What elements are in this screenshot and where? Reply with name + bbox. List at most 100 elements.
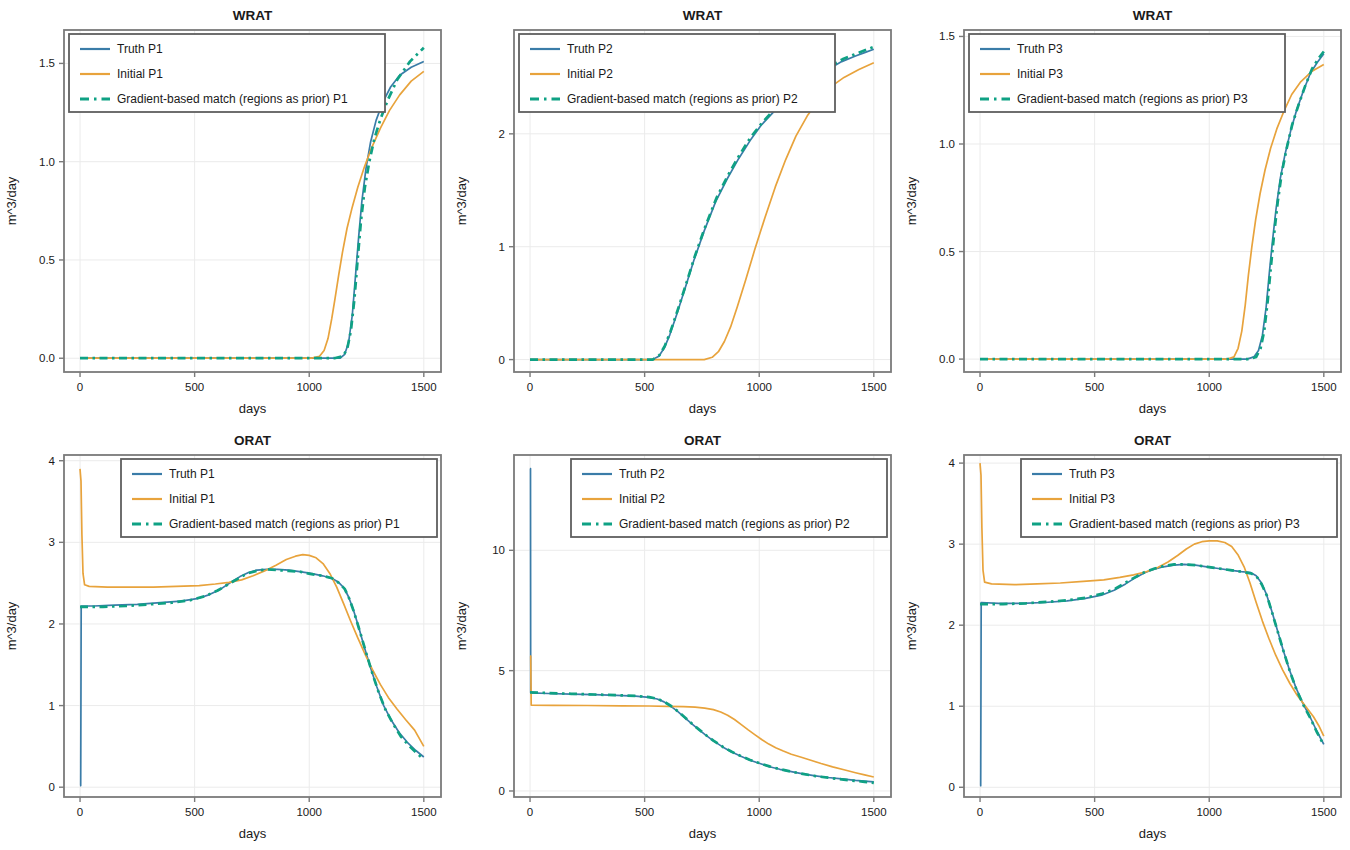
x-tick-label: 1500	[861, 806, 887, 818]
x-tick-label: 1500	[411, 806, 437, 818]
x-tick-label: 1000	[1196, 381, 1222, 393]
legend-label: Gradient-based match (regions as prior) …	[117, 92, 348, 106]
y-tick-label: 0.0	[39, 352, 55, 364]
figure-grid: 0500100015000.00.51.01.5WRATdaysm^3/dayT…	[0, 0, 1350, 850]
x-tick-label: 1000	[296, 806, 322, 818]
x-tick-label: 500	[635, 381, 654, 393]
orat-p2-plot: 0 500 1000 1500 0 5 10 ORAT days m^3/day Truth P2 I…	[450, 425, 900, 850]
x-tick-label: 1500	[861, 381, 887, 393]
series-line-truth	[980, 564, 1324, 785]
legend-label: Truth P1	[169, 467, 215, 481]
y-tick-label: 10	[492, 544, 505, 556]
y-tick-label: 1	[499, 241, 505, 253]
legend-label: Truth P3	[1017, 42, 1063, 56]
x-tick-label: 0	[527, 806, 533, 818]
x-tick-label: 1000	[1196, 806, 1222, 818]
x-tick-label: 1000	[746, 806, 772, 818]
y-tick-label: 2	[49, 618, 55, 630]
x-tick-label: 1500	[411, 381, 437, 393]
chart-title: WRAT	[233, 8, 273, 23]
series-line-match	[980, 564, 1324, 745]
legend-label: Initial P3	[1017, 67, 1063, 81]
ticks	[509, 134, 874, 377]
x-tick-label: 0	[977, 806, 983, 818]
x-tick-label: 1000	[746, 381, 772, 393]
legend-label: Gradient-based match (regions as prior) …	[567, 92, 798, 106]
x-tick-label: 500	[635, 806, 654, 818]
legend: Truth P1 Initial P1 Gradient-based match (…	[121, 459, 437, 537]
legend: Truth P3 Initial P3 Gradient-based match (…	[969, 34, 1285, 112]
x-tick-label: 500	[185, 381, 204, 393]
legend-label: Truth P3	[1069, 467, 1115, 481]
chart-wrat-p3: 0500100015000.00.51.01.5WRATdaysm^3/dayT…	[900, 0, 1350, 425]
y-tick-label: 1.5	[39, 57, 55, 69]
x-tick-label: 500	[185, 806, 204, 818]
chart-orat-p3: 05001000150001234ORATdaysm^3/dayTruth P3…	[900, 425, 1350, 850]
legend-label: Initial P2	[619, 492, 665, 506]
legend-label: Initial P2	[567, 67, 613, 81]
series-line-match	[80, 569, 424, 759]
x-axis-label: days	[689, 826, 717, 841]
ticks	[509, 550, 874, 802]
legend-label: Truth P2	[619, 467, 665, 481]
legend-label: Truth P2	[567, 42, 613, 56]
chart-title: ORAT	[684, 433, 722, 448]
y-tick-label: 1	[949, 700, 955, 712]
legend-label: Gradient-based match (regions as prior) …	[1069, 517, 1300, 531]
chart-title: ORAT	[1134, 433, 1172, 448]
wrat-p3-plot: 0500100015000.00.51.01.5WRATdaysm^3/dayT…	[900, 0, 1350, 425]
x-tick-label: 0	[77, 381, 83, 393]
wrat-p2-plot: 0 500 1000 1500 0 1 2 WRAT days m^3/day Truth P2 In…	[450, 0, 900, 425]
y-tick-label: 1.0	[39, 156, 55, 168]
legend: Truth P1Initial P1Gradient-based match (…	[69, 34, 385, 112]
x-tick-label: 1000	[296, 381, 322, 393]
y-tick-label: 0	[499, 354, 505, 366]
legend-label: Gradient-based match (regions as prior) …	[1017, 92, 1248, 106]
series-line-initial	[530, 656, 874, 777]
y-axis-label: m^3/day	[454, 176, 469, 225]
y-tick-label: 0	[49, 781, 55, 793]
legend-label: Gradient-based match (regions as prior) …	[169, 517, 400, 531]
orat-p1-plot: 05001000150001234ORATdaysm^3/dayTruth P1…	[0, 425, 450, 850]
y-tick-label: 3	[49, 536, 55, 548]
y-tick-label: 2	[949, 619, 955, 631]
chart-wrat-p2: 0 500 1000 1500 0 1 2 WRAT days m^3/day Truth P2 In…	[450, 0, 900, 425]
x-axis-label: days	[1139, 826, 1167, 841]
y-tick-label: 3	[949, 538, 955, 550]
y-axis-label: m^3/day	[4, 601, 19, 650]
legend: Truth P3 Initial P3 Gradient-based match (…	[1021, 459, 1337, 537]
legend: Truth P2 Initial P2 Gradient-based match (…	[519, 34, 835, 112]
chart-title: WRAT	[683, 8, 723, 23]
legend-label: Gradient-based match (regions as prior) …	[619, 517, 850, 531]
x-axis-label: days	[1139, 401, 1167, 416]
x-axis-label: days	[239, 826, 267, 841]
x-axis-label: days	[239, 401, 267, 416]
y-tick-label: 0.5	[939, 246, 955, 258]
y-tick-label: 1.5	[939, 30, 955, 42]
y-tick-label: 4	[49, 455, 56, 467]
x-axis-label: days	[689, 401, 717, 416]
y-tick-label: 0	[499, 785, 505, 797]
x-tick-label: 1500	[1311, 806, 1337, 818]
y-tick-label: 1.0	[939, 138, 955, 150]
series-line-initial	[80, 71, 424, 358]
series-line-truth	[80, 569, 424, 785]
legend-label: Initial P1	[169, 492, 215, 506]
y-tick-label: 2	[499, 128, 505, 140]
y-axis-label: m^3/day	[454, 601, 469, 650]
x-tick-label: 0	[527, 381, 533, 393]
y-tick-label: 5	[499, 665, 505, 677]
legend-label: Initial P3	[1069, 492, 1115, 506]
x-tick-label: 0	[77, 806, 83, 818]
y-tick-label: 0.0	[939, 353, 955, 365]
legend-label: Initial P1	[117, 67, 163, 81]
y-axis-label: m^3/day	[4, 176, 19, 225]
tick-labels: 0 500 1000 1500 0 1 2	[499, 128, 887, 393]
chart-title: WRAT	[1133, 8, 1173, 23]
legend: Truth P2 Initial P2 Gradient-based match (…	[571, 459, 887, 537]
orat-p3-plot: 05001000150001234ORATdaysm^3/dayTruth P3…	[900, 425, 1350, 850]
x-tick-label: 500	[1085, 806, 1104, 818]
y-tick-label: 0.5	[39, 254, 55, 266]
chart-orat-p1: 05001000150001234ORATdaysm^3/dayTruth P1…	[0, 425, 450, 850]
chart-title: ORAT	[234, 433, 272, 448]
